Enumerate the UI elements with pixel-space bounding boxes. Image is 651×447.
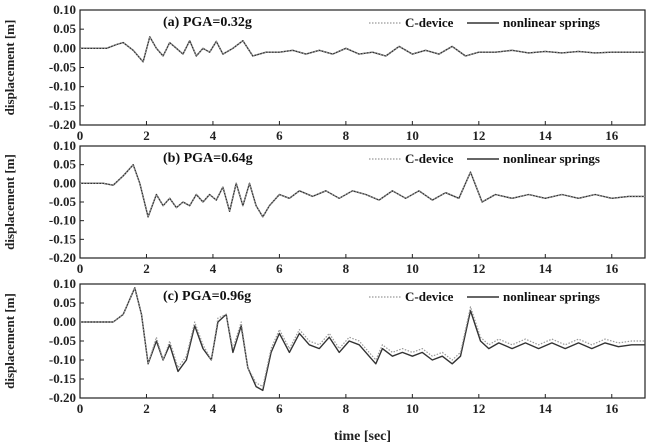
legend-label-nonlinear-springs: nonlinear springs bbox=[503, 289, 600, 304]
y-tick-label: 0.05 bbox=[53, 295, 76, 310]
y-tick-label: -0.10 bbox=[49, 213, 76, 228]
x-tick-label: 8 bbox=[343, 401, 350, 416]
x-tick-label: 10 bbox=[406, 401, 419, 416]
legend: C-device nonlinear springs bbox=[369, 289, 600, 304]
y-tick-label: -0.15 bbox=[49, 98, 77, 113]
series-line-nonlinear-springs bbox=[80, 163, 645, 218]
legend-label-nonlinear-springs: nonlinear springs bbox=[503, 15, 600, 30]
y-tick-label: -0.10 bbox=[49, 352, 76, 367]
chart-panel-1: 0.10 0.05 0.00 -0.05 -0.10 -0.15 -0.200 2 4 6 8 10 1… bbox=[2, 2, 646, 143]
y-axis-label: displacement [m] bbox=[2, 293, 17, 389]
y-tick-label: -0.20 bbox=[49, 390, 76, 405]
x-tick-label: 10 bbox=[406, 128, 419, 143]
x-tick-label: 14 bbox=[539, 128, 553, 143]
y-tick-label: 0.00 bbox=[53, 314, 76, 329]
x-tick-label: 12 bbox=[472, 401, 485, 416]
series-line-nonlinear-springs bbox=[80, 36, 645, 63]
panel-title: (a) PGA=0.32g bbox=[163, 15, 252, 30]
x-tick-label: 6 bbox=[276, 401, 283, 416]
x-tick-label: 14 bbox=[539, 401, 553, 416]
y-tick-label: 0.10 bbox=[53, 2, 76, 17]
x-tick-label: 2 bbox=[143, 261, 150, 276]
legend: C-device nonlinear springs bbox=[369, 15, 600, 30]
x-tick-label: 0 bbox=[77, 261, 84, 276]
y-tick-label: 0.00 bbox=[53, 175, 76, 190]
y-tick-label: 0.00 bbox=[53, 40, 76, 55]
x-tick-label: 8 bbox=[343, 128, 350, 143]
legend-label-c-device: C-device bbox=[405, 151, 454, 166]
x-tick-label: 8 bbox=[343, 261, 350, 276]
legend-label-nonlinear-springs: nonlinear springs bbox=[503, 151, 600, 166]
x-tick-label: 12 bbox=[472, 261, 485, 276]
chart-panel-3: 0.10 0.05 0.00 -0.05 -0.10 -0.15 -0.200 2 4 6 8 10 1… bbox=[2, 276, 646, 444]
series-line-nonlinear-springs bbox=[80, 287, 645, 392]
y-tick-label: -0.20 bbox=[49, 250, 76, 265]
panel-title: (b) PGA=0.64g bbox=[163, 151, 253, 166]
y-tick-label: 0.10 bbox=[53, 276, 76, 291]
y-axis-label: displacement [m] bbox=[2, 20, 17, 116]
series-line-c-device bbox=[80, 287, 645, 388]
series-line-c-device bbox=[80, 164, 645, 218]
x-tick-label: 4 bbox=[210, 401, 217, 416]
y-tick-label: -0.15 bbox=[49, 371, 77, 386]
y-tick-label: 0.05 bbox=[53, 21, 76, 36]
y-axis-label: displacement [m] bbox=[2, 154, 17, 250]
x-tick-label: 10 bbox=[406, 261, 419, 276]
x-tick-label: 0 bbox=[77, 128, 84, 143]
y-tick-label: -0.10 bbox=[49, 79, 76, 94]
x-tick-label: 16 bbox=[605, 128, 619, 143]
x-tick-label: 6 bbox=[276, 261, 283, 276]
y-tick-label: -0.05 bbox=[49, 333, 77, 348]
x-tick-label: 16 bbox=[605, 401, 619, 416]
y-tick-label: -0.05 bbox=[49, 60, 77, 75]
panel-title: (c) PGA=0.96g bbox=[163, 289, 251, 304]
x-tick-label: 14 bbox=[539, 261, 553, 276]
x-tick-label: 12 bbox=[472, 128, 485, 143]
x-tick-label: 2 bbox=[143, 401, 150, 416]
series-line-c-device bbox=[80, 36, 645, 63]
x-tick-label: 6 bbox=[276, 128, 283, 143]
x-tick-label: 16 bbox=[605, 261, 619, 276]
x-tick-label: 0 bbox=[77, 401, 84, 416]
legend-label-c-device: C-device bbox=[405, 289, 454, 304]
y-tick-label: -0.20 bbox=[49, 117, 76, 132]
legend: C-device nonlinear springs bbox=[369, 151, 600, 166]
y-tick-label: 0.10 bbox=[53, 138, 76, 153]
x-tick-label: 4 bbox=[210, 261, 217, 276]
y-tick-label: -0.05 bbox=[49, 194, 77, 209]
y-tick-label: 0.05 bbox=[53, 157, 76, 172]
x-tick-label: 2 bbox=[143, 128, 150, 143]
chart-panel-2: 0.10 0.05 0.00 -0.05 -0.10 -0.15 -0.200 2 4 6 8 10 1… bbox=[2, 138, 646, 276]
y-tick-label: -0.15 bbox=[49, 231, 77, 246]
legend-label-c-device: C-device bbox=[405, 15, 454, 30]
x-axis-label: time [sec] bbox=[334, 429, 391, 444]
x-tick-label: 4 bbox=[210, 128, 217, 143]
